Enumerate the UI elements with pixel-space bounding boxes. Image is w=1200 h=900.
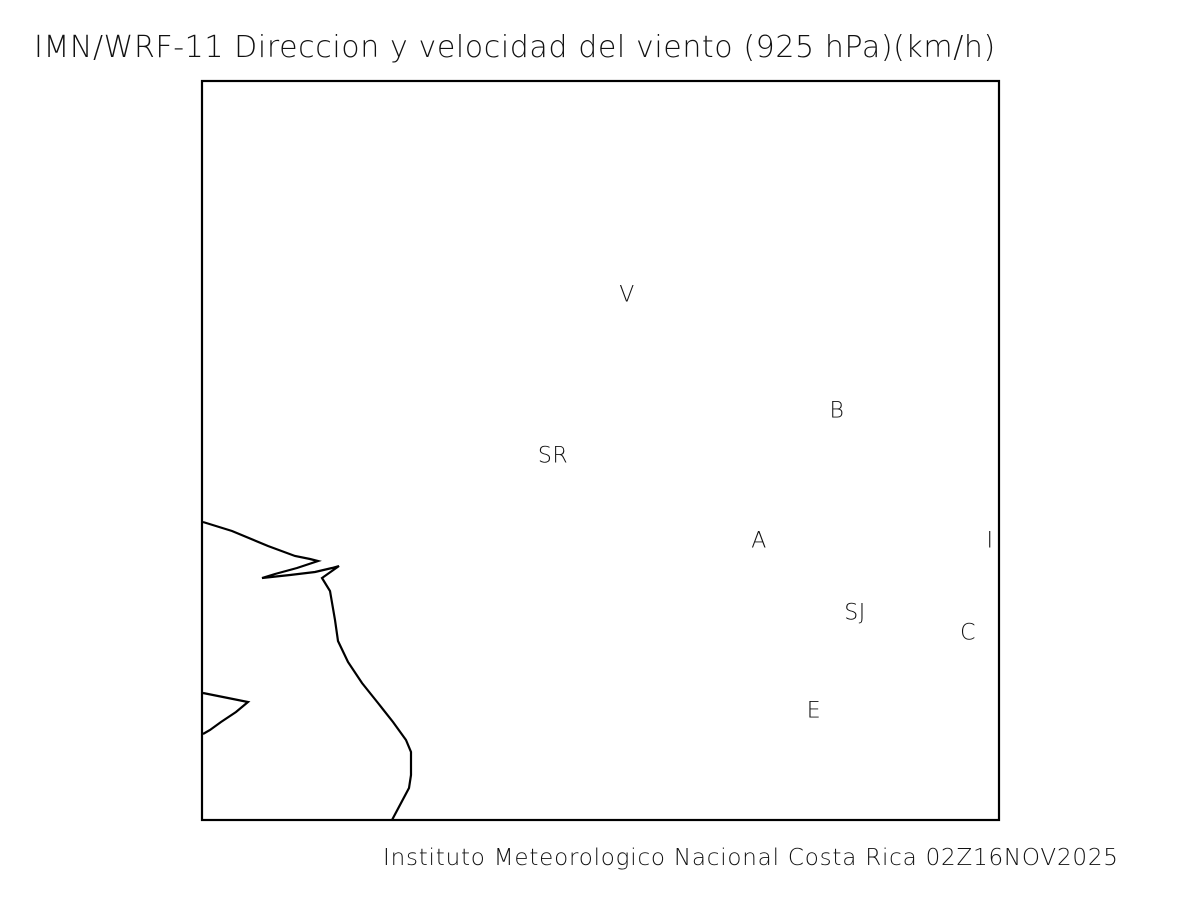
station-label-i: I bbox=[986, 528, 994, 554]
station-label-v: V bbox=[619, 282, 635, 308]
station-label-b: B bbox=[829, 398, 845, 424]
station-label-e: E bbox=[806, 698, 822, 724]
coastline-group bbox=[202, 520, 413, 821]
footer-credit: Instituto Meteorologico Nacional Costa R… bbox=[383, 845, 1119, 871]
station-label-sr: SR bbox=[537, 443, 569, 469]
station-label-sj: SJ bbox=[844, 600, 866, 626]
map-frame bbox=[200, 79, 1001, 822]
page-title: IMN/WRF-11 Direccion y velocidad del vie… bbox=[34, 30, 996, 65]
coastline-path bbox=[202, 520, 413, 821]
coastline-path bbox=[202, 691, 251, 735]
station-label-c: C bbox=[960, 620, 976, 646]
station-label-a: A bbox=[751, 528, 767, 554]
